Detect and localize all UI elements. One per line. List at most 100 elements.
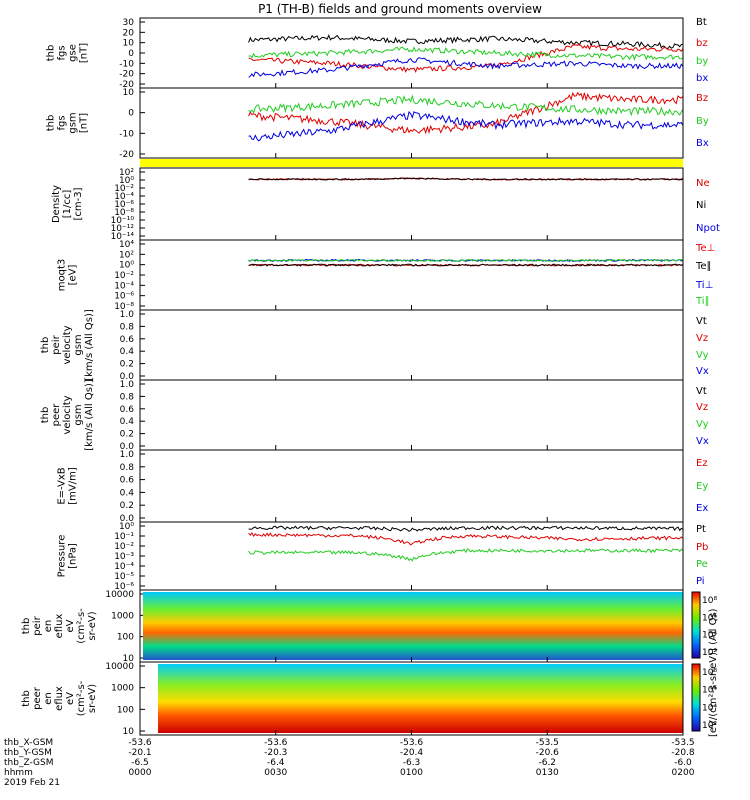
series-line-Bt xyxy=(248,34,684,49)
colorbar xyxy=(691,663,701,732)
legend-Vy: Vy xyxy=(696,350,709,361)
legend-Pe: Pe xyxy=(696,559,708,570)
ytick-label: 0.6 xyxy=(120,476,135,486)
ytick-label: 10⁻⁴ xyxy=(114,192,134,202)
legend-By: By xyxy=(696,116,709,127)
ytick-label: 100 xyxy=(117,633,134,643)
panel-1-ylabel: thbfgsgse[nT] xyxy=(46,43,90,63)
colorbar-tick-label: 10⁶ xyxy=(702,686,717,696)
panel-frame xyxy=(139,239,684,311)
legend-Vt: Vt xyxy=(696,316,707,327)
ytick-label: 0 xyxy=(128,109,134,119)
colorbar-label: [eV/(cm²-s-sr-eV)] (All Qs) xyxy=(708,608,719,737)
ytick-label: 10⁻¹² xyxy=(111,224,135,234)
panel-10-ylabel: thbpeerenefluxeV(cm²-s-sr-eV) xyxy=(21,680,98,716)
series-line-bx xyxy=(248,57,684,78)
legend-Ez: Ez xyxy=(696,458,708,469)
ytick-label: 10⁻⁴ xyxy=(114,281,134,291)
ytick-label: 10⁻⁸ xyxy=(114,302,134,312)
ytick-label: 10⁻⁶ xyxy=(114,582,134,592)
ytick-label: 10 xyxy=(123,654,135,664)
ytick-label: -10 xyxy=(119,129,134,139)
xaxis-row-label: thb_Z-GSM xyxy=(4,758,53,768)
ytick-label: 0.6 xyxy=(120,335,135,345)
ytick-label: 10⁰ xyxy=(119,522,134,532)
panel-2: thbfgsgsm[nT] 10 0 -10 -20 Bz By Bx xyxy=(46,87,709,160)
xaxis-value: -20.4 xyxy=(400,748,424,758)
ytick-label: 0.4 xyxy=(120,347,135,357)
legend-Bz: Bz xyxy=(696,93,708,104)
panel-frame xyxy=(139,17,684,89)
series-line-Te∥ xyxy=(248,263,684,267)
legend-Vt: Vt xyxy=(696,386,707,397)
panel-7-ylabel: E=-VxB[mV/m] xyxy=(57,467,79,505)
panel-5: thbpeirvelocitygsm[km/s (All Qs)] 1.0 0.8 0… xyxy=(40,309,709,382)
xaxis-value: -6.5 xyxy=(131,758,149,768)
series-line-Bx xyxy=(248,111,684,142)
ytick-label: 1.0 xyxy=(120,310,135,320)
colorbar-tick-label: 10⁶ xyxy=(702,613,717,623)
ytick-label: 10⁻⁵ xyxy=(114,572,134,582)
legend-Vx: Vx xyxy=(696,366,709,377)
xaxis-row-label: 2019 Feb 21 xyxy=(4,778,60,788)
ytick-label: 10000 xyxy=(105,662,134,672)
xaxis-value: -20.3 xyxy=(264,748,287,758)
legend-Ne: Ne xyxy=(696,178,710,189)
ytick-label: 10⁻⁶ xyxy=(114,292,134,302)
panel-8: Pressure[nPa] 10⁰10⁻¹10⁻²10⁻³10⁻⁴10⁻⁵10⁻⁶… xyxy=(57,521,708,592)
ytick-label: 0.8 xyxy=(120,322,135,332)
ytick-label: 10⁻³ xyxy=(114,552,134,562)
ytick-label: 0.6 xyxy=(120,405,135,415)
ytick-label: 10⁻² xyxy=(114,542,134,552)
colorbar-tick-label: 10⁸ xyxy=(702,668,717,678)
plot-title: P1 (TH-B) fields and ground moments over… xyxy=(258,2,542,16)
panel-2-ylabel: thbfgsgsm[nT] xyxy=(46,112,90,133)
spectrogram-image xyxy=(158,664,683,733)
panel-3: Density[1/cc][cm-3]10²10⁰10⁻²10⁻⁴10⁻⁶10⁻… xyxy=(51,167,720,242)
legend-Bx: Bx xyxy=(696,138,709,149)
ytick-label: 10⁻² xyxy=(114,184,134,194)
ytick-label: 10⁻¹ xyxy=(114,532,134,542)
xaxis-value: -20.8 xyxy=(671,748,695,758)
ytick-label: 0.2 xyxy=(120,360,134,370)
ytick-label: 0.4 xyxy=(120,488,135,498)
legend-Vx: Vx xyxy=(696,436,709,447)
legend-Pi: Pi xyxy=(696,576,705,587)
xaxis-row-label: thb_X-GSM xyxy=(4,738,53,748)
panel-8-ylabel: Pressure[nPa] xyxy=(57,535,79,578)
legend-Pb: Pb xyxy=(696,542,708,553)
series-line-By xyxy=(248,94,684,117)
xaxis-value: -53.6 xyxy=(400,738,424,748)
panel-9-ylabel: thbpeirenefluxeV(cm²-s-sr-eV) xyxy=(21,608,98,644)
xaxis-value: -20.1 xyxy=(128,748,151,758)
ytick-label: -10 xyxy=(119,59,134,69)
legend-Vz: Vz xyxy=(696,402,708,413)
ytick-label: 30 xyxy=(123,18,135,28)
panel-9: thbpeirenefluxeV(cm²-s-sr-eV) 10000 1000 10… xyxy=(21,589,717,664)
panel-6-ylabel: thbpeervelocitygsm[km/s (All Qs)] xyxy=(40,379,95,451)
xaxis-value: -20.6 xyxy=(536,748,560,758)
xaxis-value: -53.6 xyxy=(264,738,288,748)
xaxis-value: -53.6 xyxy=(128,738,152,748)
ytick-label: 0.0 xyxy=(120,442,135,452)
xaxis-value: -6.0 xyxy=(674,758,692,768)
ytick-label: 10 xyxy=(123,88,135,98)
legend-Ey: Ey xyxy=(696,481,708,492)
ytick-label: 0.2 xyxy=(120,501,134,511)
xaxis-value: 0200 xyxy=(672,768,695,778)
xaxis-value: -6.2 xyxy=(538,758,556,768)
legend-Ti∥: Ti∥ xyxy=(695,296,710,307)
ytick-label: 1000 xyxy=(111,611,134,621)
panel-frame xyxy=(139,449,684,523)
xaxis-value: -53.5 xyxy=(671,738,694,748)
ytick-label: 1.0 xyxy=(120,380,135,390)
legend-Ni: Ni xyxy=(696,200,706,211)
ytick-label: 10⁻⁶ xyxy=(114,200,134,210)
panel-frame xyxy=(139,521,684,591)
ytick-label: 10⁻⁸ xyxy=(114,208,134,218)
legend-Vz: Vz xyxy=(696,333,708,344)
yellow-status-bar xyxy=(140,159,683,167)
